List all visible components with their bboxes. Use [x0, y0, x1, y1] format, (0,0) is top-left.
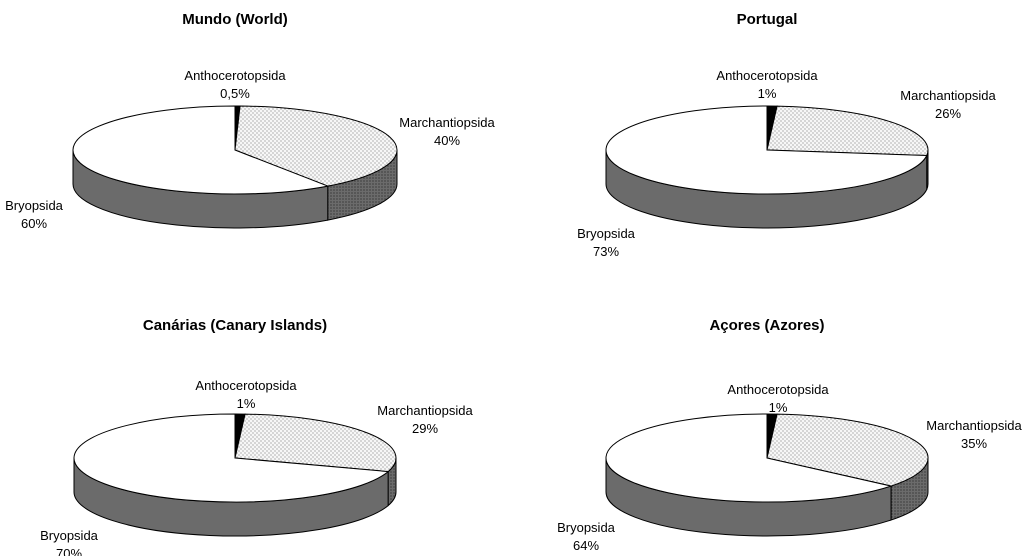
slice-label-anthocerotopsida: Anthocerotopsida	[727, 382, 829, 397]
pie-chart-portugal: Portugal Anthocerotopsida 1% Marchantiopsid…	[577, 11, 996, 259]
slice-label-anthocerotopsida: Anthocerotopsida	[716, 68, 818, 83]
slice-marchantiopsida	[766, 105, 929, 157]
slice-value-anthocerotopsida: 1%	[758, 86, 777, 101]
slice-bryopsida	[72, 105, 330, 195]
slice-label-marchantiopsida: Marchantiopsida	[399, 115, 495, 130]
slice-label-marchantiopsida: Marchantiopsida	[377, 403, 473, 418]
slice-label-anthocerotopsida: Anthocerotopsida	[184, 68, 286, 83]
slice-value-bryopsida: 73%	[593, 244, 619, 259]
pie-chart-acores-azores: Açores (Azores) Anthocerotopsida 1% Marchan…	[557, 317, 1022, 553]
slice-label-bryopsida: Bryopsida	[40, 528, 99, 543]
slice-value-marchantiopsida: 35%	[961, 436, 987, 451]
slice-value-bryopsida: 60%	[21, 216, 47, 231]
slice-marchantiopsida	[234, 105, 398, 187]
slice-value-marchantiopsida: 26%	[935, 106, 961, 121]
slice-marchantiopsida	[766, 413, 929, 487]
slice-value-marchantiopsida: 40%	[434, 133, 460, 148]
chart-title: Canárias (Canary Islands)	[143, 317, 327, 334]
slice-label-bryopsida: Bryopsida	[577, 226, 636, 241]
slice-bryopsida	[605, 105, 928, 195]
slice-label-anthocerotopsida: Anthocerotopsida	[195, 378, 297, 393]
slice-value-marchantiopsida: 29%	[412, 421, 438, 436]
slice-value-bryopsida: 64%	[573, 538, 599, 553]
chart-title: Açores (Azores)	[709, 317, 824, 334]
pie-chart-mundo-world: Mundo (World) Anthocerotopsida 0,5% Marchan…	[5, 11, 495, 231]
slice-bryopsida	[605, 413, 893, 503]
slice-value-anthocerotopsida: 1%	[237, 396, 256, 411]
slice-value-anthocerotopsida: 1%	[769, 400, 788, 415]
slice-label-marchantiopsida: Marchantiopsida	[926, 418, 1022, 433]
slice-bryopsida	[73, 413, 390, 503]
pie-chart-canarias-canary-islands: Canárias (Canary Islands) Anthocerotopsid…	[40, 317, 473, 556]
chart-title: Mundo (World)	[182, 11, 288, 28]
slice-marchantiopsida	[234, 413, 397, 473]
slice-label-bryopsida: Bryopsida	[5, 198, 64, 213]
slice-label-marchantiopsida: Marchantiopsida	[900, 88, 996, 103]
chart-title: Portugal	[737, 11, 798, 28]
slice-value-bryopsida: 70%	[56, 546, 82, 556]
slice-label-bryopsida: Bryopsida	[557, 520, 616, 535]
slice-value-anthocerotopsida: 0,5%	[220, 86, 250, 101]
